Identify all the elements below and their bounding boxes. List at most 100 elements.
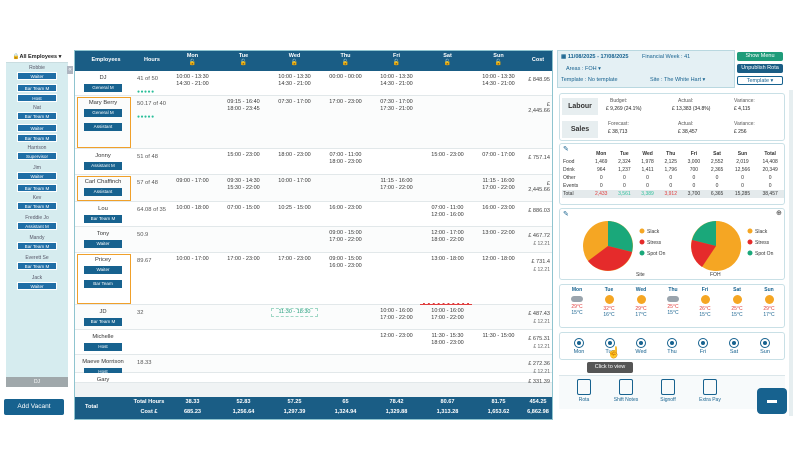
shift-block[interactable]: 17:00 - 23:00 bbox=[322, 99, 369, 106]
shift-block[interactable]: 16:00 - 23:00 bbox=[475, 205, 522, 212]
shift-block[interactable]: 10:00 - 17:00 bbox=[271, 178, 318, 185]
lock-icon[interactable]: 🔓 bbox=[494, 60, 503, 66]
template-button[interactable]: Template ▾ bbox=[737, 76, 783, 85]
shift-block[interactable]: 10:00 - 16:00 17:00 - 22:00 bbox=[424, 308, 471, 322]
collapse-pool-button[interactable]: « bbox=[67, 66, 73, 74]
pool-employee[interactable]: Jack Waiter bbox=[6, 273, 68, 293]
cost-header[interactable]: Cost bbox=[524, 51, 552, 71]
pool-employee[interactable]: Freddie Jo Assistant M bbox=[6, 213, 68, 233]
shift-block[interactable]: 11:30 - 15:00 bbox=[475, 333, 522, 340]
date-range[interactable]: 11/08/2025 - 17/08/2025 bbox=[567, 54, 629, 60]
site-select[interactable]: The White Hart bbox=[663, 77, 701, 83]
shift-block[interactable]: 10:00 - 13:30 14:30 - 21:00 bbox=[271, 74, 318, 88]
shift-block[interactable]: 12:00 - 23:00 bbox=[373, 333, 420, 340]
pool-bottom-tab[interactable]: DJ bbox=[6, 377, 68, 387]
pool-employee[interactable]: Kev Bar Team M bbox=[6, 193, 68, 213]
shift-block[interactable]: 09:15 - 16:40 18:00 - 23:45 bbox=[220, 99, 267, 113]
employee-cell[interactable]: Tony Waiter bbox=[75, 227, 131, 252]
shift-block[interactable]: 09:00 - 15:00 16:00 - 23:00 bbox=[322, 256, 369, 270]
show-menu-button[interactable]: Show Menu bbox=[737, 52, 783, 61]
shift-block[interactable]: 11:15 - 16:00 17:00 - 22:00 bbox=[475, 178, 522, 192]
shift-block[interactable]: 18:00 - 23:00 bbox=[271, 152, 318, 159]
shift-block[interactable]: 17:00 - 23:00 bbox=[271, 256, 318, 263]
shift-block[interactable]: 11:15 - 16:00 17:00 - 22:00 bbox=[373, 178, 420, 192]
employee-cell[interactable]: Jonny Assistant M bbox=[75, 149, 131, 174]
employee-cell[interactable]: JD Bar Team M bbox=[75, 305, 131, 329]
employee-cell[interactable]: Mary Berry General M Assistant bbox=[75, 96, 131, 148]
hours-header[interactable]: Hours bbox=[137, 51, 167, 71]
shift-block[interactable]: 10:25 - 15:00 bbox=[271, 205, 318, 212]
tool-signoff[interactable]: Signoff bbox=[653, 379, 683, 403]
shift-block[interactable]: 13:00 - 18:00 bbox=[424, 256, 471, 263]
shift-block[interactable]: 09:00 - 17:00 bbox=[169, 178, 216, 185]
employee-cell[interactable]: Maeve Morrison Host bbox=[75, 355, 131, 376]
shift-block[interactable]: 07:00 - 15:00 bbox=[220, 205, 267, 212]
pool-employee[interactable]: Jim Waiter bbox=[6, 163, 68, 183]
shift-block[interactable]: 07:00 - 11:00 12:00 - 16:00 bbox=[424, 205, 471, 219]
shift-block[interactable]: 12:00 - 17:00 18:00 - 22:00 bbox=[424, 230, 471, 244]
pool-employee[interactable]: Waiter bbox=[6, 123, 68, 133]
day-header-thu[interactable]: Thu 🔓 bbox=[320, 51, 371, 71]
day-button-mon[interactable]: Mon bbox=[568, 338, 590, 355]
shift-block[interactable]: 07:00 - 17:00 bbox=[475, 152, 522, 159]
shift-block[interactable]: 10:00 - 16:00 17:00 - 22:00 bbox=[373, 308, 420, 322]
lock-icon[interactable]: 🔓 bbox=[443, 60, 452, 66]
employee-cell[interactable]: Carl Chaffinch Assistant bbox=[75, 175, 131, 201]
shift-block[interactable]: 10:00 - 17:00 bbox=[169, 256, 216, 263]
shift-block[interactable]: 11:30 - 15:30 18:00 - 23:00 bbox=[424, 333, 471, 347]
pool-employee[interactable]: Bar Team M bbox=[6, 133, 68, 143]
employees-header[interactable]: Employees bbox=[75, 51, 137, 71]
unpublish-rota-button[interactable]: Unpublish Rota bbox=[737, 64, 783, 73]
pool-employee[interactable]: Harrison Supervisor bbox=[6, 143, 68, 163]
shift-block[interactable]: 17:00 - 23:00 bbox=[220, 256, 267, 263]
lock-icon[interactable]: 🔓 bbox=[239, 60, 248, 66]
pool-employee[interactable]: Bar Team M bbox=[6, 183, 68, 193]
shift-block[interactable]: 07:30 - 17:00 17:30 - 21:00 bbox=[373, 99, 420, 113]
lock-icon[interactable]: 🔓 bbox=[188, 60, 197, 66]
shift-block[interactable]: 11:30 - 18:30 bbox=[271, 308, 318, 317]
employee-cell[interactable]: Gary bbox=[75, 373, 131, 383]
day-button-thu[interactable]: Thu bbox=[661, 338, 683, 355]
employee-cell[interactable]: Lou Bar Team M bbox=[75, 202, 131, 226]
shift-block[interactable]: 07:00 - 11:00 18:00 - 23:00 bbox=[322, 152, 369, 166]
panel-scrollbar[interactable] bbox=[789, 90, 793, 416]
shift-block[interactable]: 13:00 - 22:00 bbox=[475, 230, 522, 237]
shift-block[interactable]: 00:00 - 00:00 bbox=[322, 74, 369, 81]
pool-employee[interactable]: Everett Se Bar Team M bbox=[6, 253, 68, 273]
day-header-sun[interactable]: Sun 🔓 bbox=[473, 51, 524, 71]
shift-block[interactable]: 09:30 - 14:30 15:30 - 22:00 bbox=[220, 178, 267, 192]
shift-block[interactable]: 10:00 - 18:00 bbox=[169, 205, 216, 212]
pool-employee[interactable]: Host bbox=[6, 93, 68, 103]
day-header-tue[interactable]: Tue 🔓 bbox=[218, 51, 269, 71]
shift-block[interactable]: 15:00 - 23:00 bbox=[424, 152, 471, 159]
edit-icon[interactable]: ✎ bbox=[563, 211, 569, 218]
add-vacant-button[interactable]: Add Vacant bbox=[4, 399, 64, 415]
tool-extra-pay[interactable]: Extra Pay bbox=[695, 379, 725, 403]
day-header-wed[interactable]: Wed 🔓 bbox=[269, 51, 320, 71]
all-employees-filter[interactable]: 🔒All Employees ▾ bbox=[12, 54, 62, 60]
edit-icon[interactable]: ✎ bbox=[563, 146, 569, 153]
chat-icon[interactable]: ▬ bbox=[757, 388, 787, 414]
shift-block[interactable]: 09:00 - 15:00 17:00 - 22:00 bbox=[322, 230, 369, 244]
lock-icon[interactable]: 🔓 bbox=[341, 60, 350, 66]
day-button-tue[interactable]: Tue bbox=[599, 338, 621, 355]
day-header-mon[interactable]: Mon 🔓 bbox=[167, 51, 218, 71]
pool-employee[interactable]: Robbie Waiter bbox=[6, 63, 68, 83]
shift-block[interactable]: 15:00 - 23:00 bbox=[220, 152, 267, 159]
shift-block[interactable]: 10:00 - 13:30 14:30 - 21:00 bbox=[475, 74, 522, 88]
pool-employee[interactable]: Nat Bar Team M bbox=[6, 103, 68, 123]
employee-cell[interactable]: DJ General M bbox=[75, 71, 131, 95]
areas-select[interactable]: FOH bbox=[584, 66, 597, 72]
shift-block[interactable]: 12:00 - 18:00 bbox=[475, 256, 522, 263]
shift-block[interactable]: 10:00 - 13:30 14:30 - 21:00 bbox=[169, 74, 216, 88]
day-header-sat[interactable]: Sat 🔓 bbox=[422, 51, 473, 71]
lock-icon[interactable]: 🔓 bbox=[290, 60, 299, 66]
pool-employee[interactable]: Bar Team M bbox=[6, 83, 68, 93]
day-button-fri[interactable]: Fri bbox=[692, 338, 714, 355]
add-icon[interactable]: ⊕ bbox=[776, 210, 782, 217]
shift-block[interactable]: 07:30 - 17:00 bbox=[271, 99, 318, 106]
day-button-wed[interactable]: Wed bbox=[630, 338, 652, 355]
employee-cell[interactable]: Michelle Host bbox=[75, 330, 131, 354]
tool-rota[interactable]: Rota bbox=[569, 379, 599, 403]
